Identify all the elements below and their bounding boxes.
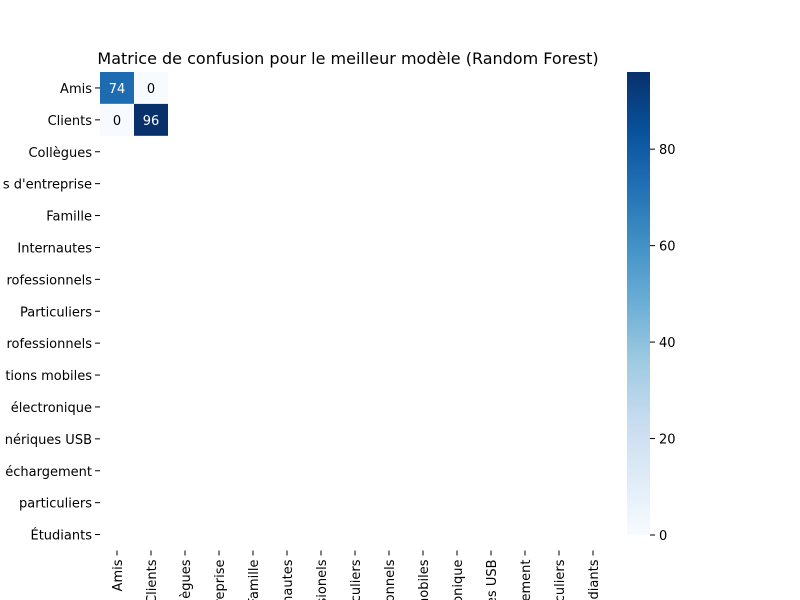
x-tick-label: sionnels [383, 559, 398, 600]
x-tick-label: ntreprise [213, 560, 228, 600]
x-tick-label: sionels [315, 559, 330, 600]
chart-title: Matrice de confusion pour le meilleur mo… [97, 49, 598, 68]
x-tick-label: ticuliers [349, 559, 364, 600]
colorbar-tick-label: 0 [659, 529, 667, 544]
colorbar-tick-label: 60 [659, 240, 676, 255]
colorbar-tick-label: 40 [659, 336, 676, 351]
heatmap-cell [100, 72, 134, 104]
y-tick-label: électronique [11, 401, 92, 416]
colorbar-ticks: 0 20 40 60 80 [650, 143, 676, 544]
x-tick-label: ues USB [485, 560, 500, 600]
x-tick-label: rgement [519, 560, 534, 600]
heatmap-cells: 74 0 0 96 [100, 72, 168, 136]
x-tick-label: Amis [111, 559, 126, 591]
x-tick-label: Famille [247, 560, 262, 600]
heatmap-cell [134, 72, 168, 104]
y-tick-label: rofessionnels [6, 337, 92, 352]
y-tick-label: échargement [5, 465, 92, 480]
x-tick-label: Clients [145, 559, 160, 600]
y-tick-label: nériques USB [5, 433, 92, 448]
heatmap-cell [100, 103, 134, 136]
y-tick-label: Collègues [28, 146, 92, 161]
colorbar-tick-label: 80 [659, 143, 676, 158]
y-tick-label: particuliers [19, 497, 92, 512]
x-tick-label: tudiants [587, 559, 602, 600]
x-tick-label: mobiles [417, 559, 432, 600]
cell-value-label: 0 [147, 82, 155, 97]
x-tick-label: ronique [451, 560, 466, 600]
cell-value-label: 0 [113, 114, 121, 129]
y-tick-label: tions mobiles [5, 369, 92, 384]
y-tick-label: Particuliers [20, 305, 92, 320]
y-tick-label: Famille [46, 210, 92, 225]
y-tick-label: s d'entreprise [3, 178, 92, 193]
y-tick-label: Clients [48, 114, 93, 129]
colorbar-tick-label: 20 [659, 433, 676, 448]
x-tick-label: rnautes [281, 559, 296, 600]
x-axis-ticks: Amis Clients ollègues ntreprise Famille rnaut… [111, 550, 602, 600]
x-tick-label: ollègues [179, 559, 194, 600]
x-tick-label: ticuliers [553, 559, 568, 600]
cell-value-label: 96 [143, 114, 160, 129]
y-axis-ticks: Amis Clients Collègues s d'entreprise Famill… [3, 82, 100, 544]
y-tick-label: Étudiants [31, 528, 93, 544]
y-tick-label: rofessionnels [6, 273, 92, 288]
y-tick-label: Amis [60, 82, 92, 97]
heatmap-cell [134, 103, 168, 136]
y-tick-label: Internautes [17, 241, 92, 256]
cell-value-label: 74 [109, 82, 126, 97]
colorbar [627, 72, 650, 535]
